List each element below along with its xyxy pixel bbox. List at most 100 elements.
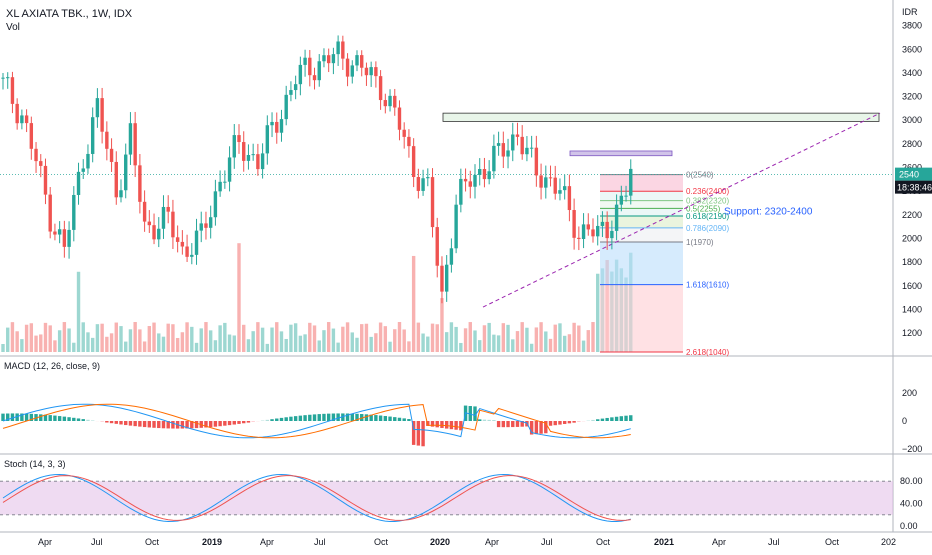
candle-body (487, 171, 490, 179)
time-axis-label: 202 (881, 537, 896, 547)
macd-histogram-bar (72, 418, 75, 421)
symbol-title: XL AXIATA TBK., 1W, IDX (6, 8, 132, 20)
volume-bar (152, 323, 155, 352)
macd-histogram-bar (138, 421, 141, 427)
volume-bar (417, 323, 420, 352)
volume-bar (280, 331, 283, 352)
macd-histogram-bar (218, 421, 221, 426)
candle-body (119, 190, 122, 197)
macd-histogram-bar (303, 415, 306, 421)
macd-histogram-bar (535, 421, 538, 434)
macd-histogram-bar (86, 420, 89, 421)
volume-bar (294, 323, 297, 352)
volume-bar (558, 323, 561, 352)
fib-label: 1(1970) (686, 238, 714, 247)
volume-bar (530, 344, 533, 352)
fib-zone (600, 175, 683, 192)
macd-histogram-bar (82, 419, 85, 421)
macd-histogram-bar (421, 421, 424, 446)
volume-bar (176, 338, 179, 352)
candle-body (261, 153, 264, 169)
volume-bar (511, 339, 514, 352)
candle-body (473, 175, 476, 187)
volume-bar (124, 342, 127, 352)
volume-bar (242, 325, 245, 352)
macd-histogram-bar (506, 421, 509, 427)
volume-bar (440, 298, 443, 352)
volume-bar (25, 325, 28, 352)
volume-bar (209, 330, 212, 352)
macd-tick-label: −200 (902, 444, 922, 454)
volume-bar (398, 322, 401, 352)
volume-bar (44, 323, 47, 352)
fib-zone (600, 191, 683, 200)
volume-bar (82, 322, 85, 352)
candle-body (502, 143, 505, 156)
candle-body (318, 61, 321, 80)
macd-histogram-bar (25, 414, 28, 421)
macd-histogram-bar (237, 421, 240, 424)
candle-body (53, 232, 56, 235)
volume-bar (195, 343, 198, 352)
volume-bar (497, 335, 500, 352)
volume-bar (469, 322, 472, 352)
macd-histogram-bar (129, 421, 132, 426)
macd-histogram-bar (351, 414, 354, 421)
candle-body (157, 229, 160, 240)
candle-body (181, 242, 184, 247)
volume-bar (369, 337, 372, 352)
volume-bar (563, 336, 566, 352)
volume-bar (318, 340, 321, 352)
candle-body (289, 90, 292, 95)
macd-histogram-bar (558, 421, 561, 425)
macd-histogram-bar (285, 417, 288, 421)
volume-bar (365, 324, 368, 352)
time-axis-label: Apr (38, 537, 52, 547)
macd-histogram-bar (171, 421, 174, 429)
volume-bar (233, 335, 236, 352)
candle-body (407, 137, 410, 146)
macd-histogram-bar (242, 421, 245, 423)
candle-body (478, 169, 481, 175)
volume-bar (459, 343, 462, 352)
candle-body (204, 223, 207, 227)
volume-bar (200, 328, 203, 352)
candle-body (162, 207, 165, 229)
price-tick-label: 1600 (902, 281, 922, 291)
volume-bar (270, 328, 273, 352)
volume-bar (568, 334, 571, 352)
macd-histogram-bar (483, 420, 486, 421)
fib-zone (600, 242, 683, 285)
volume-bar (351, 332, 354, 352)
macd-histogram-bar (91, 420, 94, 421)
macd-histogram-bar (384, 416, 387, 421)
stoch-band (0, 481, 893, 515)
candle-body (516, 134, 519, 136)
candle-body (369, 67, 372, 75)
candle-body (218, 182, 221, 192)
volume-bar (487, 323, 490, 352)
macd-histogram-bar (39, 414, 42, 421)
macd-histogram-bar (398, 418, 401, 421)
candle-body (332, 54, 335, 63)
candle-body (440, 266, 443, 292)
macd-histogram-bar (143, 421, 146, 427)
candle-body (469, 181, 472, 186)
candle-body (450, 248, 453, 264)
volume-bar (346, 322, 349, 352)
macd-histogram-bar (577, 421, 580, 422)
candle-body (412, 146, 415, 177)
volume-bar (11, 322, 14, 352)
volume-bar (473, 330, 476, 352)
candle-body (483, 169, 486, 179)
candle-body (223, 182, 226, 183)
macd-title: MACD (12, 26, close, 9) (4, 361, 100, 371)
price-tick-label: 1400 (902, 304, 922, 314)
volume-bar (582, 341, 585, 352)
candle-body (209, 217, 212, 228)
candle-body (308, 58, 311, 75)
candle-body (96, 98, 99, 117)
macd-histogram-bar (181, 421, 184, 429)
